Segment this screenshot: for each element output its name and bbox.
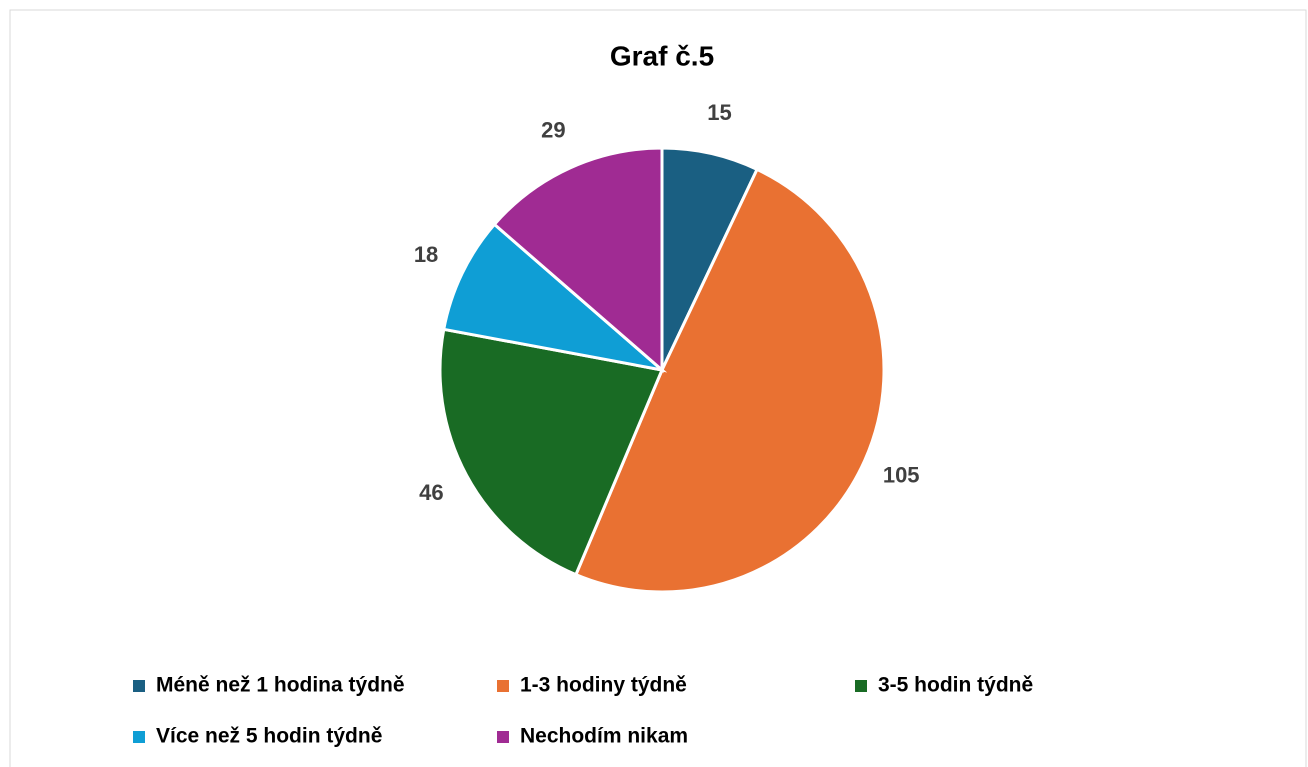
- legend-label: Méně než 1 hodina týdně: [156, 674, 405, 697]
- pie-slice: [442, 222, 668, 373]
- pie-slice: [573, 167, 886, 594]
- chart-title: Graf č.5: [610, 40, 714, 71]
- legend-label: Více než 5 hodin týdně: [156, 725, 382, 748]
- data-label: 15: [707, 100, 731, 125]
- pie-slice: [438, 327, 665, 577]
- data-label: 46: [419, 480, 443, 505]
- pie-slice: [492, 146, 664, 374]
- legend-swatch: [133, 680, 145, 692]
- legend-swatch: [133, 731, 145, 743]
- legend-label: 1-3 hodiny týdně: [520, 674, 687, 697]
- legend-label: Nechodím nikam: [520, 725, 688, 748]
- data-label: 105: [883, 463, 920, 488]
- data-label: 18: [414, 242, 438, 267]
- legend-swatch: [497, 731, 509, 743]
- legend-label: 3-5 hodin týdně: [878, 674, 1033, 697]
- legend-swatch: [855, 680, 867, 692]
- data-label: 29: [541, 117, 565, 142]
- legend-swatch: [497, 680, 509, 692]
